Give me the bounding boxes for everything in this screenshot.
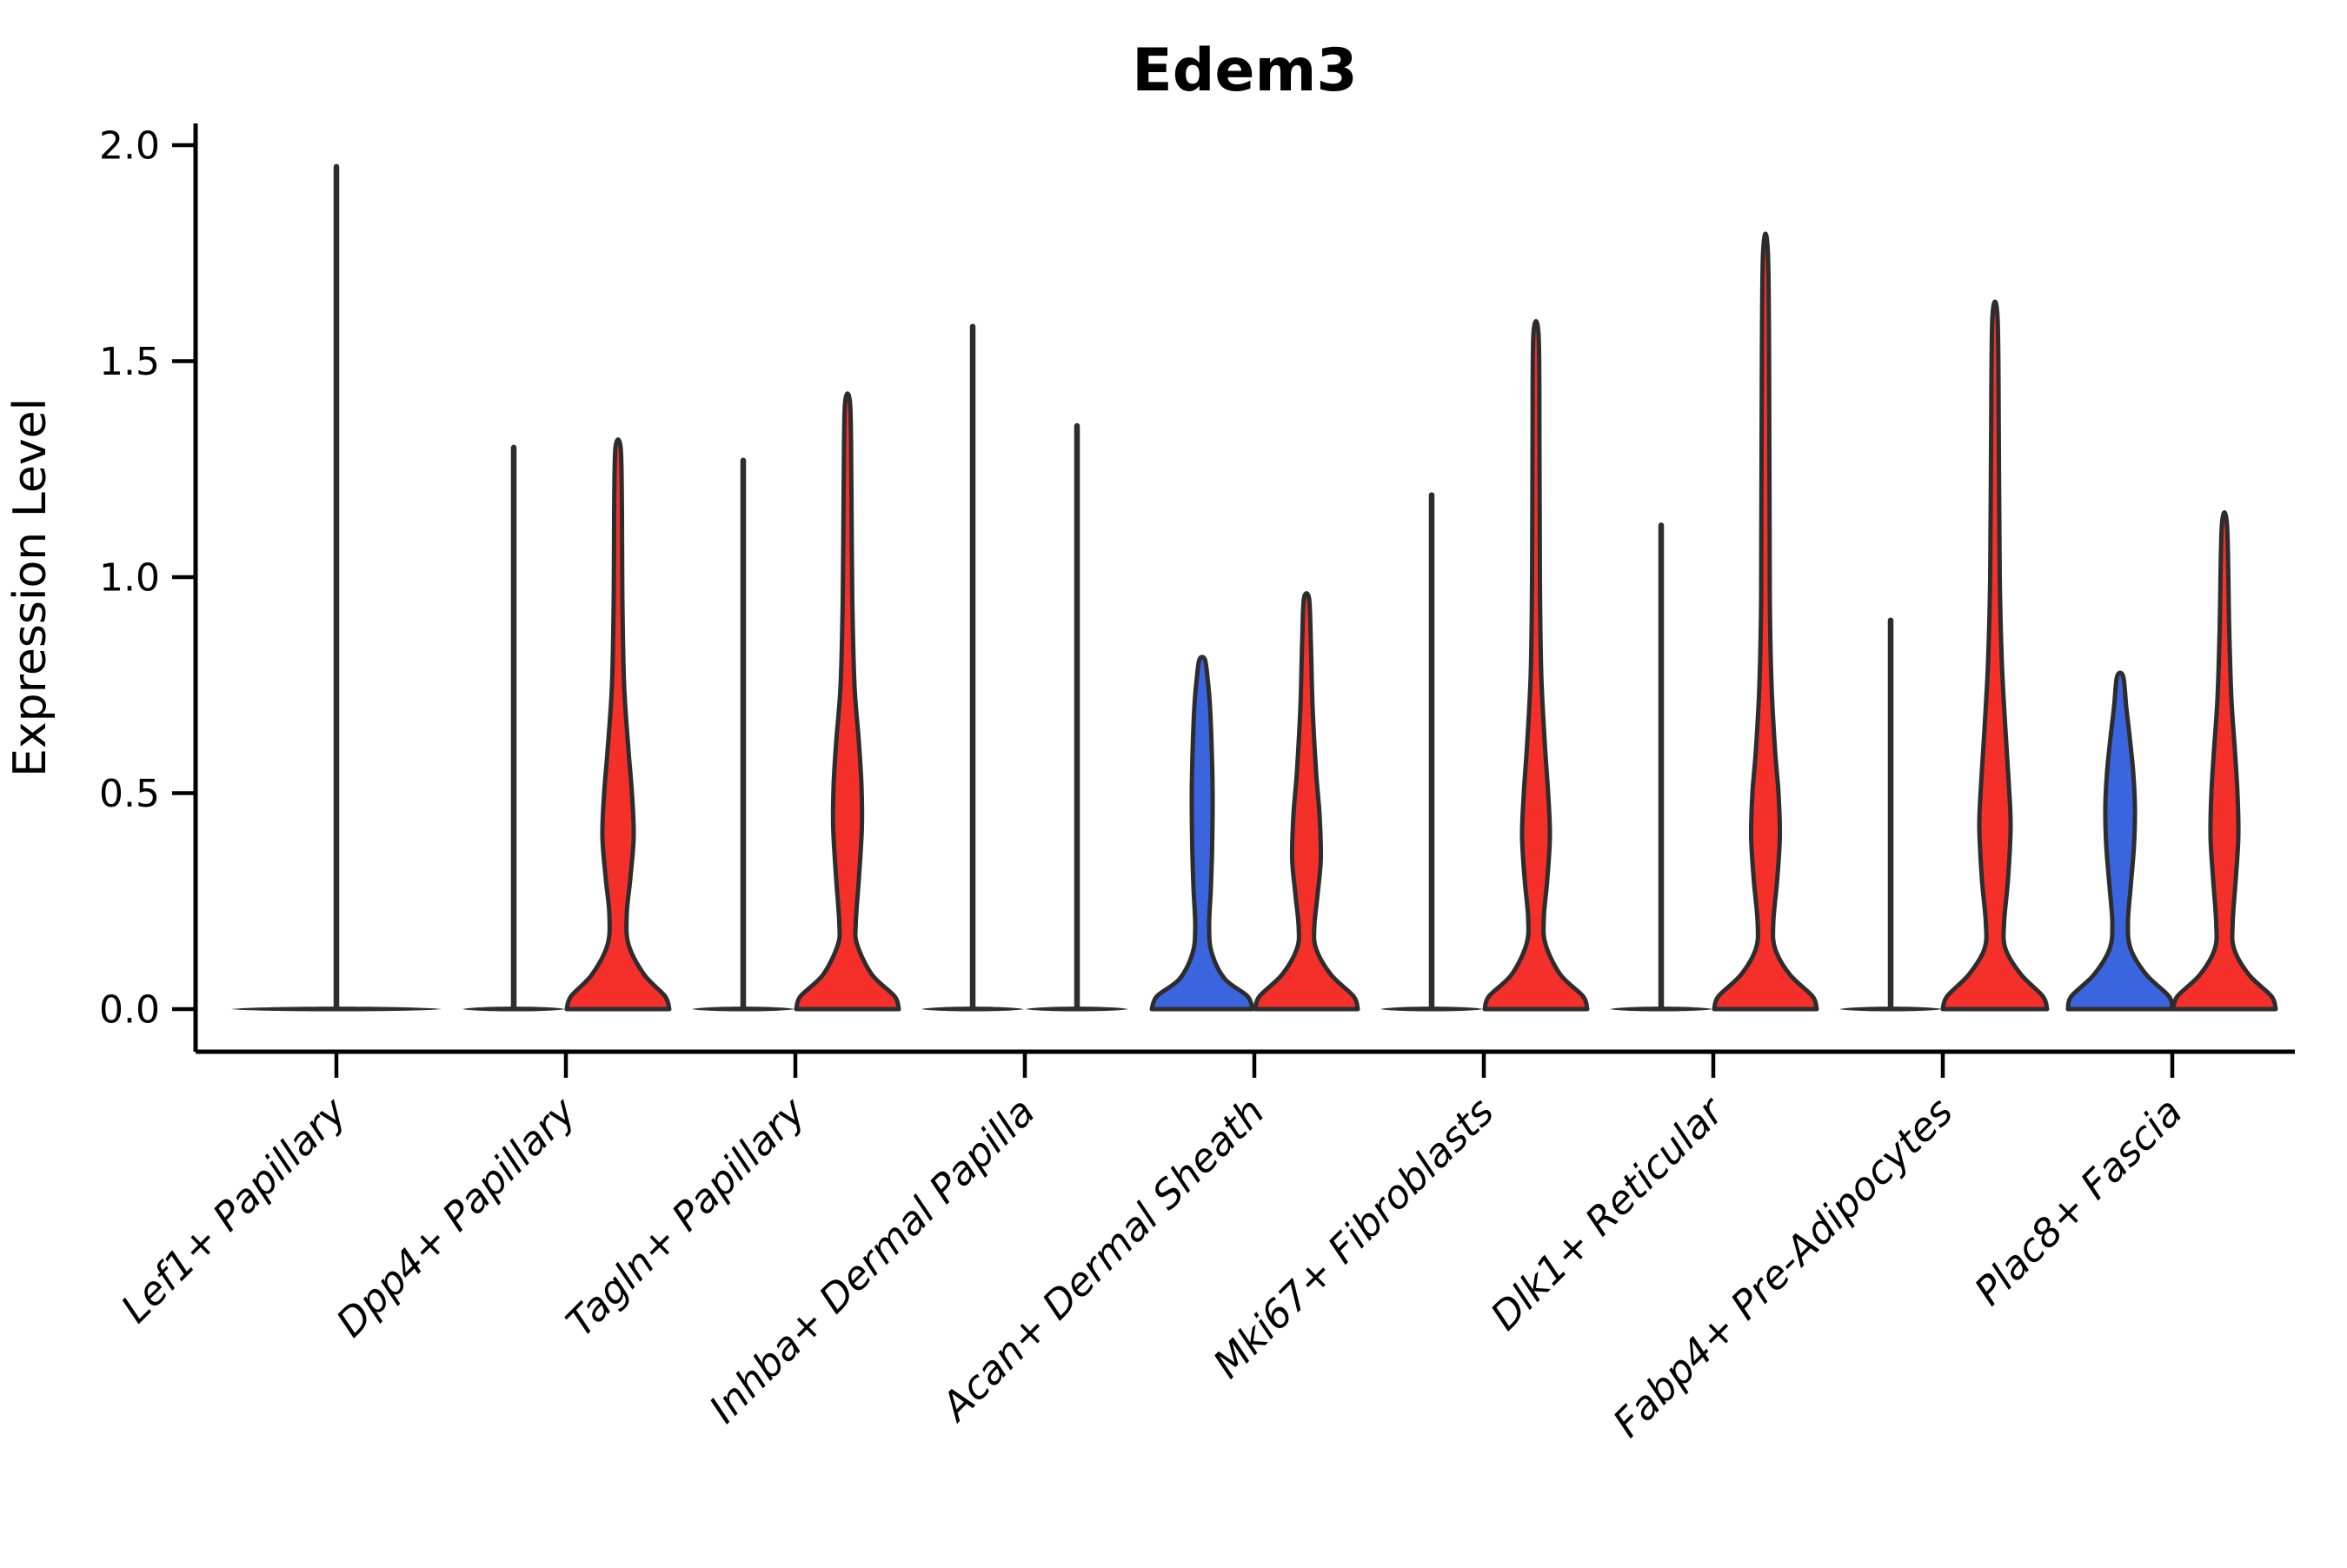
y-tick-label-1.5: 1.5 [99,340,160,384]
x-tick-label-dpp4-papillary: Dpp4+ Papillary [328,1087,586,1345]
y-tick-label-0.0: 0.0 [99,987,160,1032]
y-axis-ticks: 0.0 0.5 1.0 1.5 2.0 [99,123,196,1032]
y-tick-label-0.5: 0.5 [99,772,160,816]
violin-plac8-fascia-right [2171,509,2278,1012]
x-tick-label-tagln-papillary: Tagln+ Papillary [557,1087,815,1345]
plot-title: Edem3 [1132,37,1357,105]
violin-tagln-papillary-right [794,391,901,1012]
x-tick-label-plac8-fascia: Plac8+ Fascia [1965,1088,2191,1314]
violin-acan-dermal-sheath-left [1149,654,1255,1012]
x-tick-label-dlk1-reticular: Dlk1+ Reticular [1481,1087,1733,1339]
y-tick-label-1.0: 1.0 [99,555,160,600]
violin-dlk1-reticular-right [1712,231,1819,1012]
violin-mki67-fibroblasts-right [1482,319,1590,1012]
violin-plac8-fascia-left [2065,670,2175,1012]
violin-layer [231,163,2278,1012]
y-tick-label-2.0: 2.0 [99,123,160,168]
y-axis-label: Expression Level [4,398,57,777]
violin-dpp4-papillary-right [564,437,672,1012]
x-tick-label-lef1-papillary: Lef1+ Papillary [112,1087,356,1332]
violin-acan-dermal-sheath-right [1253,591,1360,1012]
violin-fabp4-pre-adipocytes-right [1940,299,2050,1012]
